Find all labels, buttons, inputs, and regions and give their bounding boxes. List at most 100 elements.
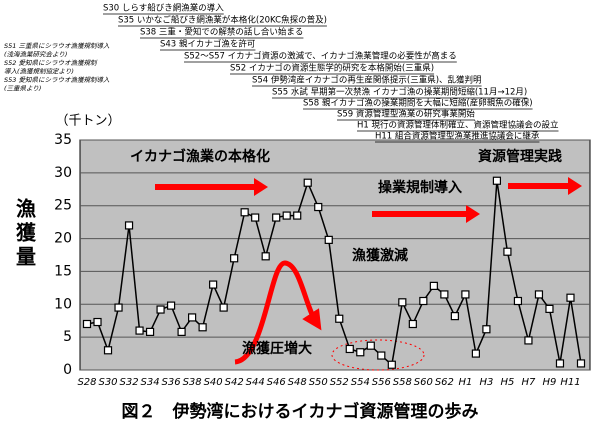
timeline-note: S59 資源管理型漁業の研究事業開始 [337, 109, 475, 120]
y-axis-label: 量 [16, 245, 36, 269]
y-axis-label: 獲 [16, 221, 37, 245]
x-tick-label: H3 [479, 377, 493, 388]
y-tick-label: 0 [63, 362, 72, 378]
x-tick-label: S54 [351, 377, 370, 388]
data-point [240, 208, 249, 217]
y-unit: （千トン） [55, 114, 120, 129]
y-tick-label: 10 [54, 296, 72, 312]
data-point [188, 313, 197, 322]
x-tick-label: S58 [393, 377, 412, 388]
chart-title: 図２ 伊勢湾におけるイカナゴ資源管理の歩み [122, 401, 479, 422]
x-tick-label: S42 [225, 377, 244, 388]
data-point [576, 359, 586, 368]
data-point [429, 281, 438, 290]
x-tick-label: S40 [204, 377, 223, 388]
x-tick-label: S36 [162, 377, 181, 388]
data-point [555, 359, 565, 368]
x-tick-label: S62 [435, 377, 454, 388]
timeline-note: S43 親イカナゴ漁を許可 [160, 39, 256, 50]
x-tick-label: S44 [246, 377, 265, 388]
arrow [508, 177, 582, 195]
data-point [461, 290, 470, 299]
data-point [345, 344, 354, 354]
data-point [293, 211, 302, 220]
data-point [282, 211, 291, 220]
x-tick-label: S56 [372, 377, 391, 388]
data-point [209, 280, 218, 289]
y-tick-label: 30 [54, 165, 72, 181]
timeline-note: S52～S57 イカナゴ資源の激減で、イカナゴ漁業管理の必要性が高まる [184, 51, 457, 62]
data-point [566, 293, 575, 302]
timeline-note: S52 イカナゴの資源生態学的研究を本格開始(三重県) [230, 63, 434, 74]
y-axis-label: 漁 [16, 197, 36, 221]
x-tick-label: S48 [288, 377, 307, 388]
data-point [261, 252, 270, 261]
data-point [450, 312, 459, 321]
x-tick-label: H9 [543, 377, 557, 388]
timeline-note: H11 組合資源管理型漁業推進協議会に継承 [375, 131, 540, 142]
data-point [103, 346, 113, 355]
data-point [93, 317, 102, 327]
x-tick-label: S34 [141, 377, 160, 388]
x-tick-label: S28 [77, 377, 96, 388]
data-point [114, 303, 123, 312]
highlight-ellipse [331, 339, 425, 371]
y-tick-label: 15 [54, 263, 72, 279]
annotation: 操業規制導入 [378, 179, 462, 196]
y-tick-label: 35 [54, 132, 72, 148]
data-point [335, 314, 344, 323]
data-point [145, 327, 155, 336]
data-point [471, 349, 480, 358]
arrow [155, 178, 268, 196]
x-tick-label: H7 [522, 377, 537, 388]
data-point [177, 327, 186, 336]
data-point [219, 303, 228, 312]
timeline-note: S35 いかなご船びき網漁業が本格化(20KC魚探の普及) [118, 15, 327, 26]
side-note: (三重県より) [4, 85, 41, 93]
x-tick-label: H11 [560, 377, 580, 388]
data-point [303, 178, 312, 187]
data-point [156, 305, 165, 314]
data-point [398, 298, 407, 307]
side-note: S53 愛知県にシラウオ漁獲規制導入 [4, 76, 110, 84]
side-note: S51 三重県にシラウオ漁獲規制導入 [4, 42, 110, 50]
data-point [124, 221, 134, 230]
data-point [408, 319, 417, 329]
data-point [166, 301, 176, 310]
data-point [272, 213, 281, 222]
annotation: イカナゴ漁業の本格化 [130, 148, 270, 165]
data-point [314, 202, 323, 212]
x-tick-label: H1 [458, 377, 472, 388]
data-point [387, 360, 396, 369]
data-point [492, 176, 502, 185]
data-point [356, 348, 365, 357]
x-tick-label: S60 [414, 377, 433, 388]
data-point [524, 336, 533, 345]
arrow [372, 205, 480, 223]
y-tick-label: 20 [54, 231, 72, 247]
x-tick-label: S32 [120, 377, 139, 388]
x-tick-label: S52 [330, 377, 349, 388]
data-point [251, 213, 260, 222]
data-point [534, 290, 544, 299]
x-tick-label: S38 [183, 377, 202, 388]
y-tick-label: 5 [63, 329, 72, 345]
x-tick-label: S30 [98, 377, 117, 388]
data-point [198, 323, 207, 332]
annotation: 漁獲圧増大 [242, 340, 312, 357]
data-point [135, 326, 144, 335]
timeline-note: S54 伊勢湾産イカナゴの再生産関係提示(三重県)、乱獲判明 [252, 75, 482, 86]
timeline-note: S38 三重・愛知での解禁の話し合い始まる [140, 27, 303, 38]
timeline-note: S58 親イカナゴ漁の操業期間を大幅に短縮(産卵親魚の確保) [303, 98, 533, 109]
annotation: 資源管理実践 [478, 148, 562, 165]
trend-arrow [234, 260, 322, 365]
data-point [230, 254, 239, 263]
data-point [377, 351, 386, 360]
plot-background [79, 139, 591, 371]
side-note: (浅海漁業研究会より) [4, 51, 67, 59]
x-tick-label: S46 [267, 377, 286, 388]
y-tick-label: 25 [54, 198, 72, 214]
side-note: 導入(漁獲規制協定より) [4, 68, 74, 76]
data-point [503, 247, 512, 256]
